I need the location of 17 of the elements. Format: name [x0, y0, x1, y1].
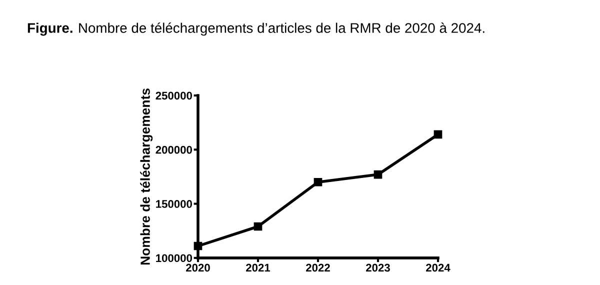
x-tick-label: 2024 — [426, 264, 450, 272]
x-tick-label: 2021 — [246, 264, 270, 272]
y-tick-label: 100000 — [156, 254, 192, 262]
point — [194, 242, 202, 250]
x-tick-label: 2022 — [306, 264, 330, 272]
point — [434, 130, 442, 139]
y-tick-label: 200000 — [156, 146, 192, 154]
y-tick-label: 250000 — [156, 92, 192, 100]
y-axis-title: Nombre de téléchargements — [140, 88, 153, 265]
text: Figure. — [28, 22, 72, 36]
x-tick-label: 2020 — [186, 264, 210, 272]
y-tick-label: 150000 — [156, 200, 192, 208]
point — [254, 222, 262, 231]
chart-subtitle: Nombre de téléchargements d’articles de la RMR de 2020 à 2024. — [79, 22, 484, 36]
x-tick-label: 2023 — [366, 264, 390, 272]
point — [374, 170, 382, 179]
point — [314, 178, 322, 186]
